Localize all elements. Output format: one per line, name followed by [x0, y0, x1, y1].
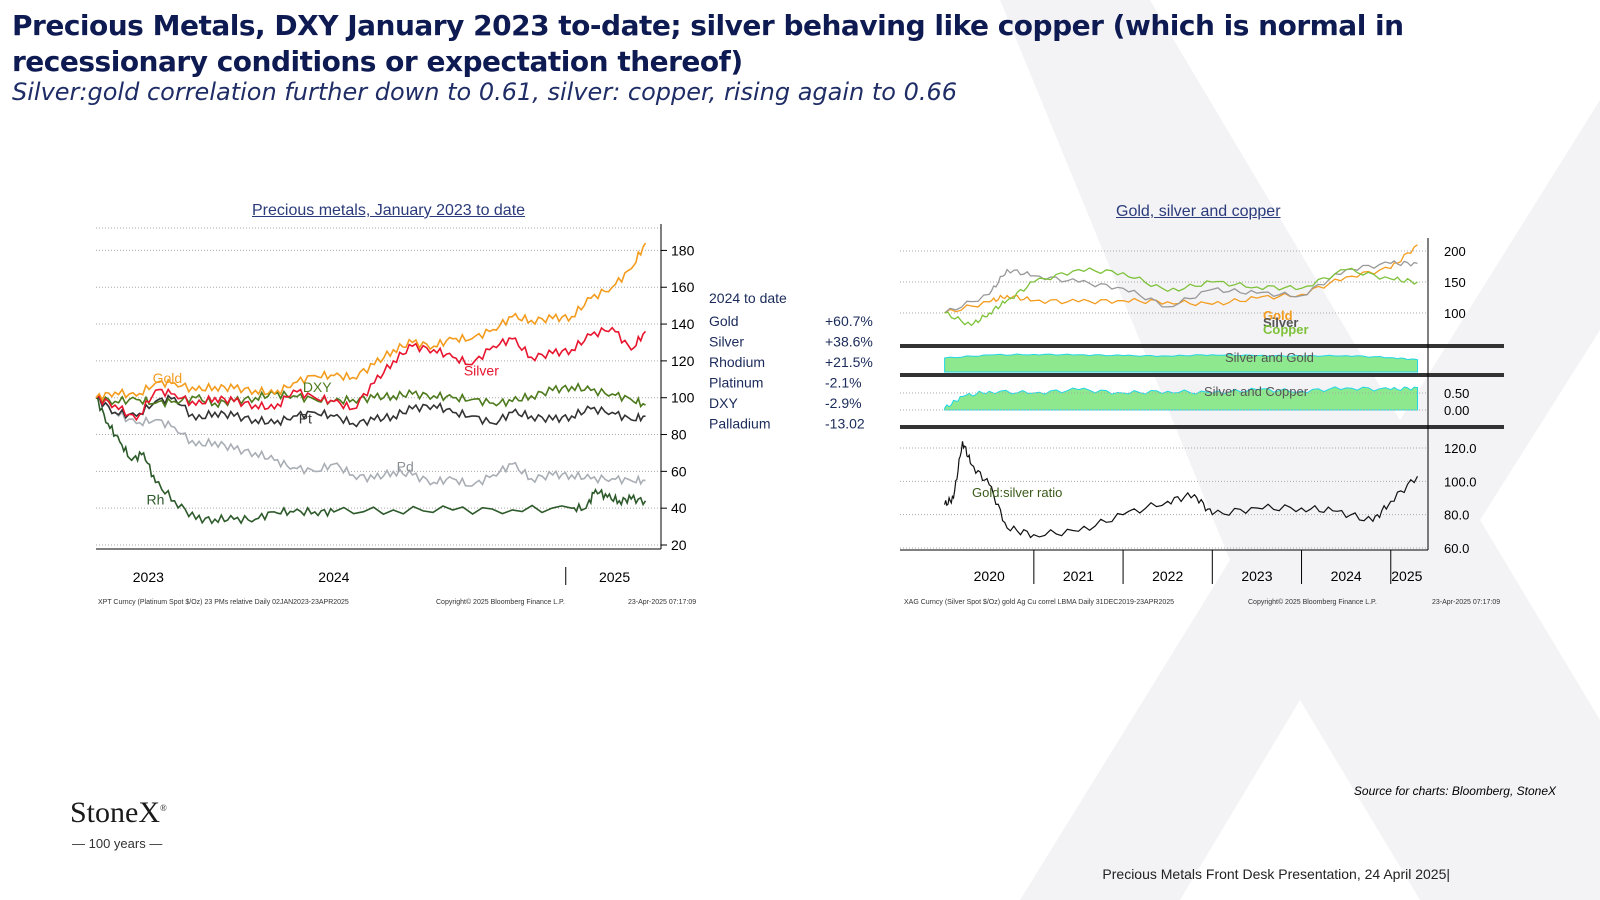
- chart2-line-gold-silver-ratio: [944, 441, 1419, 539]
- chart1-x-tick-label: 2025: [599, 569, 630, 585]
- chart2-footnote-left: XAG Curncy (Silver Spot $/Oz) gold Ag Cu…: [904, 599, 1174, 606]
- chart1-y-tick-label: 140: [671, 316, 695, 332]
- chart1-footnote-mid: Copyright© 2025 Bloomberg Finance L.P.: [436, 598, 565, 606]
- chart1-legend-name: Rhodium: [709, 354, 765, 370]
- chart2-panel-separator: [900, 344, 1504, 348]
- chart2-x-tick-label: 2021: [1063, 568, 1094, 584]
- chart2-panel-separator: [900, 373, 1504, 377]
- chart2-panel1-y-tick-label: 100: [1444, 306, 1466, 321]
- source-note: Source for charts: Bloomberg, StoneX: [1353, 784, 1556, 798]
- chart2-panel1-legend-copper: Copper: [1263, 322, 1309, 337]
- chart1-series-line-dxy: [95, 382, 646, 409]
- chart1-series-line-rhodium: [95, 397, 647, 525]
- chart1-series-label: Pt: [299, 410, 312, 426]
- chart1-series-label: Rh: [147, 491, 165, 507]
- chart1-series-labels: Gold Silver DXY Pt Pd Rh: [147, 363, 500, 508]
- chart1-footnote-right: 23-Apr-2025 07:17:09: [628, 599, 696, 606]
- chart2-title: Gold, silver and copper: [1116, 203, 1281, 220]
- chart2-panel1-y-tick-label: 150: [1444, 275, 1466, 290]
- chart1-legend-change: +38.6%: [825, 334, 873, 350]
- chart1-legend-change: -2.1%: [825, 375, 862, 391]
- chart1-y-axis: 20 40 60 80 100 120 140 160 180: [660, 224, 695, 553]
- chart1-legend-name: Gold: [709, 313, 739, 329]
- chart1-series-line-palladium: [95, 396, 646, 487]
- logo-registered-mark: ®: [160, 803, 167, 813]
- chart2-footnote-right: 23-Apr-2025 07:17:09: [1432, 599, 1500, 606]
- chart1-series-label: Silver: [464, 363, 499, 379]
- chart1-x-tick-label: 2024: [318, 569, 349, 585]
- chart1-series-label: Pd: [397, 458, 414, 474]
- chart2-x-tick-label: 2025: [1391, 568, 1422, 584]
- chart2-panel1-y-tick-label: 200: [1444, 244, 1466, 259]
- chart2-panel1-line-silver: [944, 260, 1418, 314]
- chart1-series-label: Gold: [153, 370, 183, 386]
- chart2-panel4-y-tick-label: 120.0: [1444, 441, 1477, 456]
- chart1-series: [95, 242, 647, 525]
- chart2-panel4-y-tick-label: 100.0: [1444, 474, 1477, 489]
- chart2-footnote-mid: Copyright© 2025 Bloomberg Finance L.P.: [1248, 598, 1377, 606]
- chart1-legend-name: Platinum: [709, 375, 763, 391]
- chart2-panel4-y-tick-label: 80.0: [1444, 508, 1469, 523]
- chart2-panel4-y-tick-label: 60.0: [1444, 541, 1469, 556]
- stonex-logo: StoneX®: [70, 796, 167, 830]
- chart2-panel4-label: Gold:silver ratio: [972, 485, 1062, 500]
- chart2-panel3-y-tick-label: 0.00: [1444, 403, 1469, 418]
- chart1-legend-header: 2024 to date: [709, 290, 787, 306]
- logo-text: StoneX: [70, 796, 160, 829]
- chart1-legend-change: -13.02: [825, 416, 865, 432]
- chart1-legend-name: Silver: [709, 334, 744, 350]
- logo-tagline: — 100 years —: [72, 836, 163, 851]
- chart1-y-tick-label: 180: [671, 242, 695, 258]
- chart1-y-tick-label: 160: [671, 279, 695, 295]
- chart2-panel3-y-tick-label: 0.50: [1444, 386, 1469, 401]
- chart1-y-tick-label: 60: [671, 463, 687, 479]
- chart2-x-tick-label: 2022: [1152, 568, 1183, 584]
- slide-title: Precious Metals, DXY January 2023 to-dat…: [12, 9, 1404, 78]
- chart2-panel-separator: [900, 425, 1504, 429]
- chart1-y-tick-label: 120: [671, 353, 695, 369]
- chart-precious-metals: 20 40 60 80 100 120 140 160 180 2023 2024 2025 Gol…: [95, 224, 873, 606]
- chart1-y-tick-label: 20: [671, 537, 687, 553]
- chart1-legend-change: -2.9%: [825, 395, 862, 411]
- chart1-y-tick-label: 100: [671, 390, 695, 406]
- chart1-legend-change: +21.5%: [825, 354, 873, 370]
- chart2-panel2-label: Silver and Gold: [1225, 350, 1314, 365]
- chart1-legend-name: Palladium: [709, 416, 770, 432]
- chart2-panel1-line-gold: [944, 244, 1418, 314]
- chart2-panel1-legend-silver: Silver: [1263, 315, 1298, 330]
- chart2-panel3-label: Silver and Copper: [1204, 384, 1309, 399]
- chart1-series-line-gold: [95, 242, 647, 402]
- chart2-x-tick-label: 2023: [1241, 568, 1272, 584]
- chart2-panel1-line-copper: [944, 267, 1418, 327]
- chart1-y-tick-label: 80: [671, 427, 687, 443]
- chart1-series-line-silver: [95, 326, 647, 422]
- chart1-legend-name: DXY: [709, 395, 738, 411]
- chart1-title: Precious metals, January 2023 to date: [252, 202, 526, 219]
- chart2-panel1-legend-gold: Gold: [1263, 308, 1293, 323]
- chart1-x-axis: 2023 2024 2025: [96, 548, 661, 585]
- chart1-series-line-platinum: [95, 394, 646, 428]
- chart2-area-silver-gold: [944, 353, 1418, 373]
- chart1-footnote-left: XPT Curncy (Platinum Spot $/Oz) 23 PMs r…: [98, 599, 349, 606]
- chart2-x-tick-label: 2024: [1331, 568, 1362, 584]
- chart1-series-label: DXY: [303, 379, 332, 395]
- chart1-x-tick-label: 2023: [133, 569, 164, 585]
- slide-subtitle: Silver:gold correlation further down to …: [12, 78, 958, 106]
- footer-text: Precious Metals Front Desk Presentation,…: [1102, 866, 1450, 882]
- chart1-legend-change: +60.7%: [825, 313, 873, 329]
- chart1-gridlines: [96, 227, 661, 546]
- chart1-legend: 2024 to date Gold +60.7% Silver +38.6% Rhodiu…: [709, 290, 873, 432]
- chart1-y-tick-label: 40: [671, 500, 687, 516]
- chart2-x-tick-label: 2020: [974, 568, 1005, 584]
- chart2-area-silver-copper: [944, 386, 1418, 411]
